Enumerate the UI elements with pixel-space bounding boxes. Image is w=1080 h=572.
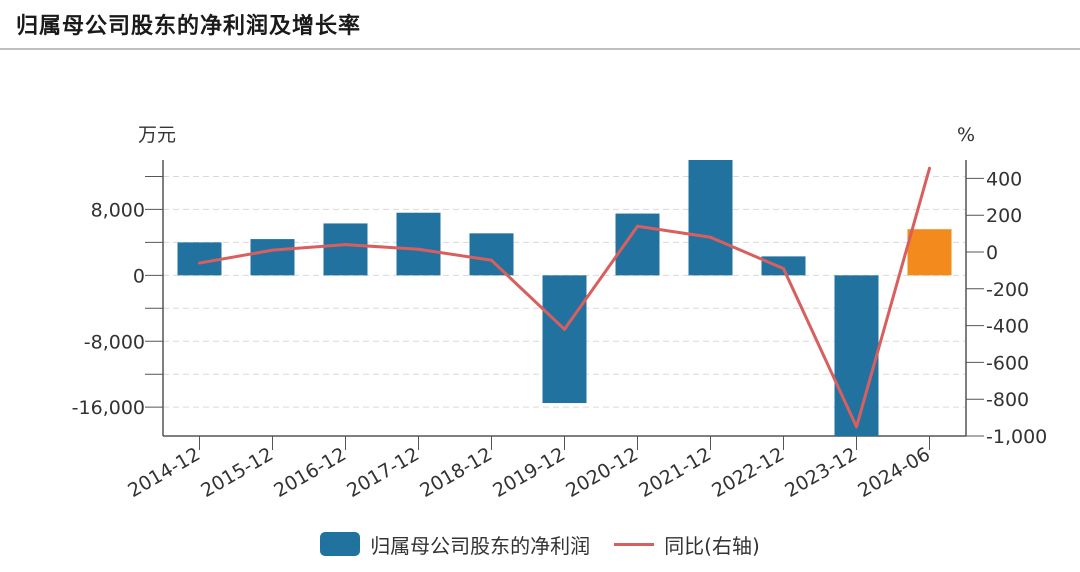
- x-tick-label: 2014-12: [124, 443, 204, 502]
- line-point-yoy: [417, 247, 420, 251]
- line-point-yoy: [490, 258, 493, 262]
- chart-canvas: 8,000 0 -8,000 -16,000 万元 400 200 0 -200 -400 -600…: [72, 124, 1048, 502]
- line-point-yoy: [563, 327, 566, 331]
- x-tick-label: 2019-12: [489, 443, 569, 502]
- x-tick-label: 2017-12: [343, 443, 423, 502]
- right-tick-label: -800: [986, 389, 1029, 411]
- bar-net-profit: [615, 213, 660, 276]
- left-tick-label: 0: [133, 265, 145, 287]
- right-tick-label: -600: [986, 352, 1029, 374]
- right-tick-label: -1,000: [986, 426, 1047, 448]
- x-tick-label: 2020-12: [562, 443, 642, 502]
- left-axis-unit: 万元: [138, 124, 176, 146]
- right-tick-label: -200: [986, 279, 1029, 301]
- x-tick-label: 2023-12: [781, 443, 861, 502]
- bar-net-profit: [907, 229, 952, 276]
- bar-net-profit: [177, 242, 222, 276]
- bar-net-profit: [542, 275, 587, 404]
- x-tick-label: 2015-12: [197, 443, 277, 502]
- line-point-yoy: [271, 248, 274, 252]
- bar-net-profit: [323, 223, 368, 276]
- x-tick-label: 2016-12: [270, 443, 350, 502]
- bar-net-profit: [688, 160, 733, 276]
- legend-label-yoy: 同比(右轴): [664, 533, 760, 558]
- right-tick-label: 400: [986, 168, 1022, 190]
- line-point-yoy: [928, 166, 931, 170]
- x-tick-label: 2021-12: [635, 443, 715, 502]
- right-tick-label: 200: [986, 205, 1022, 227]
- line-point-yoy: [855, 425, 858, 429]
- legend-label-net-profit: 归属母公司股东的净利润: [370, 533, 591, 558]
- header-divider: [0, 48, 1080, 50]
- chart-header: 归属母公司股东的净利润及增长率: [0, 0, 1080, 50]
- line-point-yoy: [636, 224, 639, 228]
- chart-legend: 归属母公司股东的净利润 同比(右轴): [0, 524, 1080, 564]
- left-tick-label: 8,000: [91, 199, 145, 221]
- bar-net-profit: [469, 233, 514, 276]
- right-tick-label: 0: [986, 242, 998, 264]
- line-point-yoy: [709, 235, 712, 239]
- bar-net-profit: [396, 212, 441, 276]
- bar-net-profit: [250, 239, 295, 276]
- right-tick-label: -400: [986, 316, 1029, 338]
- legend-swatch-bar: [320, 532, 361, 556]
- left-tick-label: -16,000: [72, 397, 145, 419]
- right-axis-unit: %: [957, 124, 975, 146]
- chart-title: 归属母公司股东的净利润及增长率: [16, 14, 362, 39]
- legend-item-net-profit[interactable]: 归属母公司股东的净利润: [320, 530, 590, 559]
- line-point-yoy: [344, 243, 347, 247]
- bar-net-profit: [834, 275, 879, 436]
- line-point-yoy: [782, 267, 785, 271]
- left-tick-label: -8,000: [84, 331, 145, 353]
- legend-swatch-line: [614, 542, 655, 546]
- x-tick-label: 2018-12: [416, 443, 496, 502]
- legend-item-yoy[interactable]: 同比(右轴): [614, 530, 760, 559]
- x-tick-label: 2022-12: [708, 443, 788, 502]
- x-tick-label: 2024-06: [854, 443, 934, 502]
- line-point-yoy: [198, 261, 201, 265]
- bar-net-profit: [761, 256, 806, 276]
